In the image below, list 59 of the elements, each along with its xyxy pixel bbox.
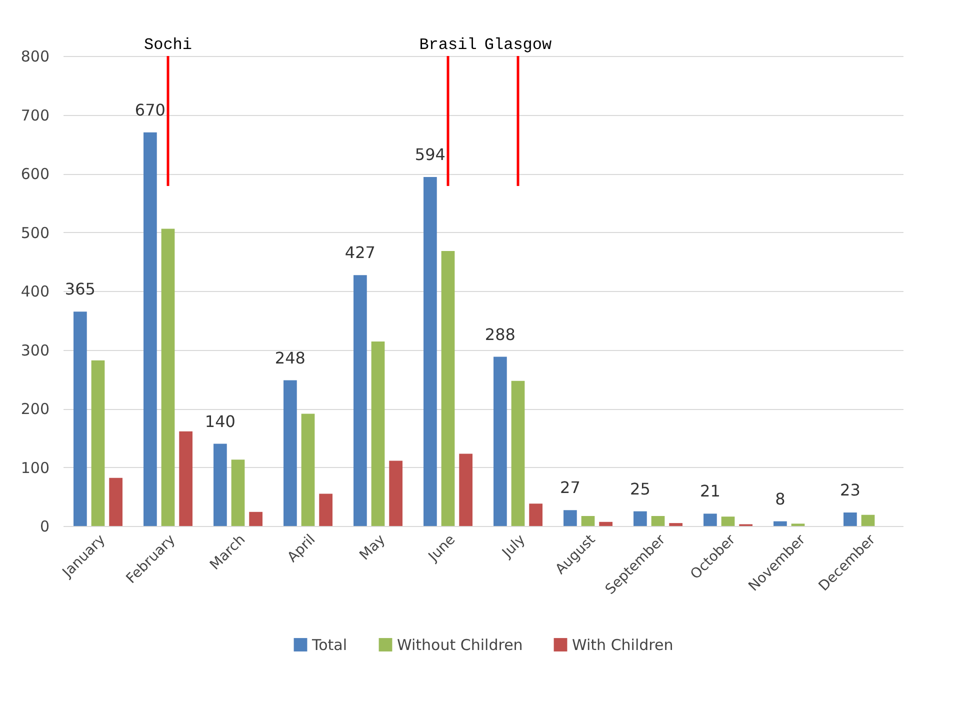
legend-label: Without Children [397,636,523,654]
bar [599,522,612,526]
data-label: 670 [134,100,166,120]
legend-label: With Children [572,636,674,654]
bar [861,514,875,526]
data-label: 248 [274,348,306,368]
bar [424,177,437,526]
data-label: 594 [414,145,446,164]
bar [844,512,857,526]
ref-line-label: Sochi [144,36,192,54]
bar [634,511,647,526]
bar [459,454,472,526]
bar [214,444,227,526]
bar [564,510,577,526]
y-tick-label: 300 [20,341,50,360]
y-tick-label: 400 [20,282,50,300]
ref-line-label: Brasil [419,36,477,54]
data-label: 27 [560,478,580,498]
data-label: 140 [204,412,236,431]
bar [74,312,87,526]
bar [721,516,735,526]
bar [581,516,595,526]
legend-label: Total [311,636,348,654]
data-label: 21 [700,482,720,501]
data-label: 23 [840,480,860,500]
bar [774,521,787,526]
bar [494,356,507,526]
bar [109,478,122,526]
bar [91,360,105,526]
data-label: 8 [775,489,786,508]
y-tick-label: 800 [20,48,50,66]
bar [441,251,455,526]
ref-line-label: Glasgow [484,36,552,54]
bar [389,460,402,526]
bar [249,512,262,526]
bar [529,504,542,526]
data-label: 288 [484,324,516,344]
bar [669,523,682,526]
y-tick-label: 200 [20,400,50,418]
y-tick-label: 700 [20,106,50,124]
y-tick-label: 600 [20,165,50,183]
bar [371,342,385,526]
data-label: 427 [344,243,376,262]
bar [284,380,297,526]
bar [651,516,665,526]
data-label: 25 [630,479,650,498]
bar [161,228,175,526]
bar [511,380,525,526]
y-tick-label: 100 [20,458,50,477]
data-label: 365 [64,280,96,299]
bar [179,431,192,526]
bar [704,514,717,526]
y-tick-label: 500 [20,224,50,242]
bar [144,132,157,526]
bar [354,275,367,526]
bar [231,460,245,526]
bar [301,414,315,526]
bar [319,494,332,526]
y-tick-label: 0 [40,518,50,536]
